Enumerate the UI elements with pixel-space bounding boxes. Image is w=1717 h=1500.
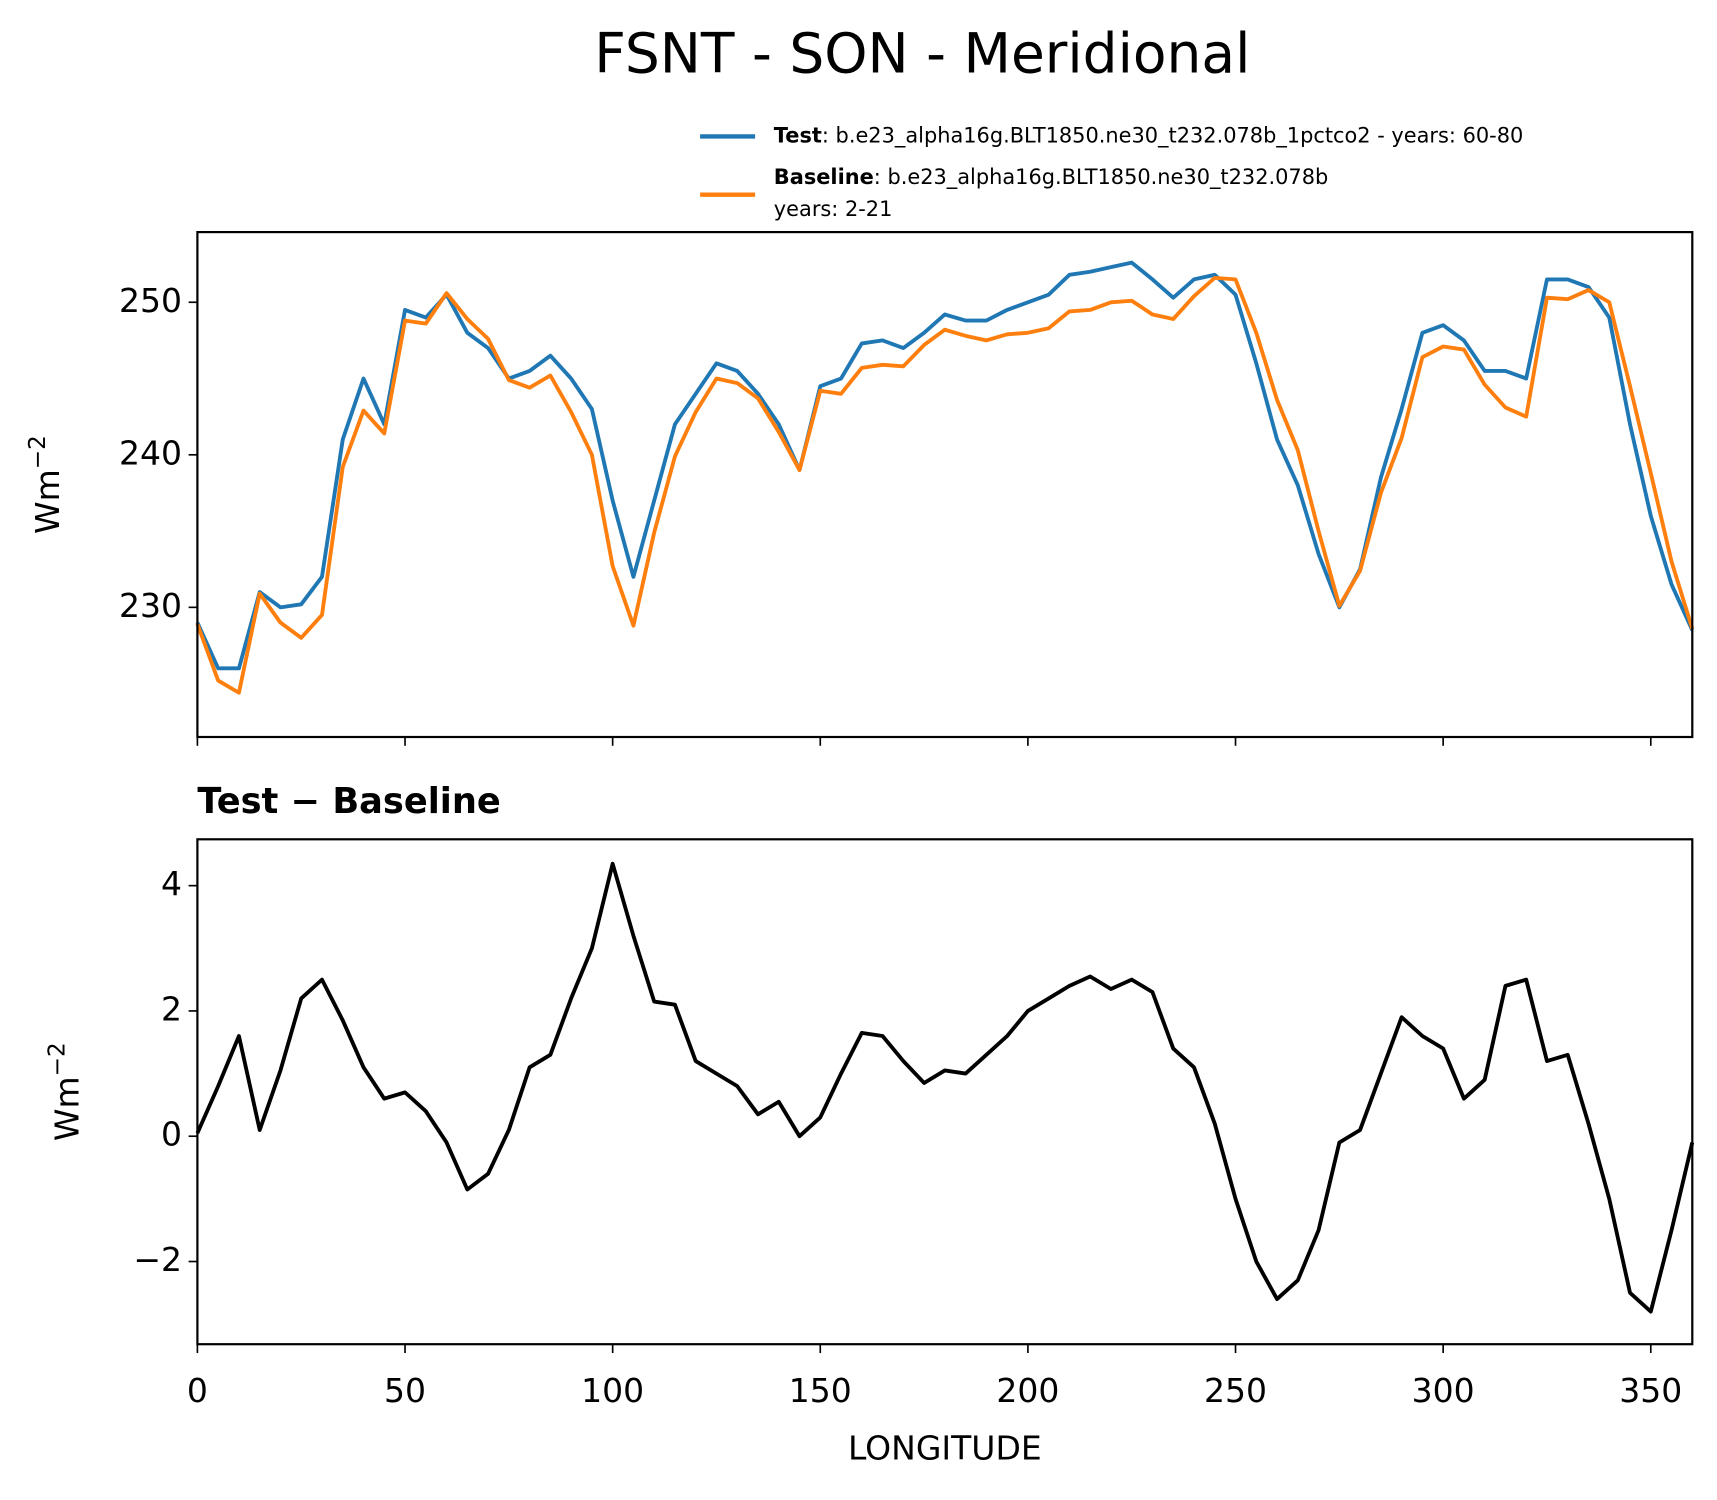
y-tick-label: −2 <box>133 1240 182 1279</box>
legend-name: Test <box>774 123 822 147</box>
y-axis-label: Wm−2 <box>24 435 66 534</box>
data-line <box>195 861 1695 1314</box>
legend-text: years: 2-21 <box>774 197 893 221</box>
legend-text: Test: b.e23_alpha16g.BLT1850.ne30_t232.0… <box>774 123 1523 148</box>
data-line <box>195 275 1695 695</box>
legend-name: Baseline <box>774 165 874 189</box>
plot-frame <box>196 231 1694 739</box>
y-axis-label: Wm−2 <box>44 1042 86 1141</box>
plot-frame <box>196 838 1694 1346</box>
y-tick-label: 230 <box>119 586 182 625</box>
y-label-base: Wm <box>27 469 66 534</box>
figure-title: FSNT - SON - Meridional <box>594 21 1250 85</box>
legend-description: : b.e23_alpha16g.BLT1850.ne30_t232.078b <box>874 165 1328 190</box>
y-label-base: Wm <box>47 1076 86 1141</box>
x-tick-label: 50 <box>384 1371 426 1410</box>
x-axis-label: LONGITUDE <box>848 1428 1042 1467</box>
y-label-superscript: −2 <box>24 435 50 469</box>
legend-description: : b.e23_alpha16g.BLT1850.ne30_t232.078b_… <box>822 123 1523 148</box>
x-tick-label: 100 <box>581 1371 644 1410</box>
x-tick-label: 150 <box>789 1371 852 1410</box>
y-tick-label: 0 <box>161 1115 182 1154</box>
y-tick-label: 250 <box>119 281 182 320</box>
x-tick-label: 350 <box>1619 1371 1682 1410</box>
y-tick-label: 2 <box>161 989 182 1028</box>
y-label-superscript: −2 <box>44 1042 70 1076</box>
y-tick-label: 4 <box>161 864 182 903</box>
x-tick-label: 300 <box>1412 1371 1475 1410</box>
x-tick-label: 250 <box>1204 1371 1267 1410</box>
x-tick-label: 200 <box>996 1371 1059 1410</box>
legend-text: Baseline: b.e23_alpha16g.BLT1850.ne30_t2… <box>774 165 1328 190</box>
panel-title: Test − Baseline <box>197 781 500 822</box>
x-tick-label: 0 <box>187 1371 208 1410</box>
y-tick-label: 240 <box>119 433 182 472</box>
legend-description: years: 2-21 <box>774 197 893 221</box>
